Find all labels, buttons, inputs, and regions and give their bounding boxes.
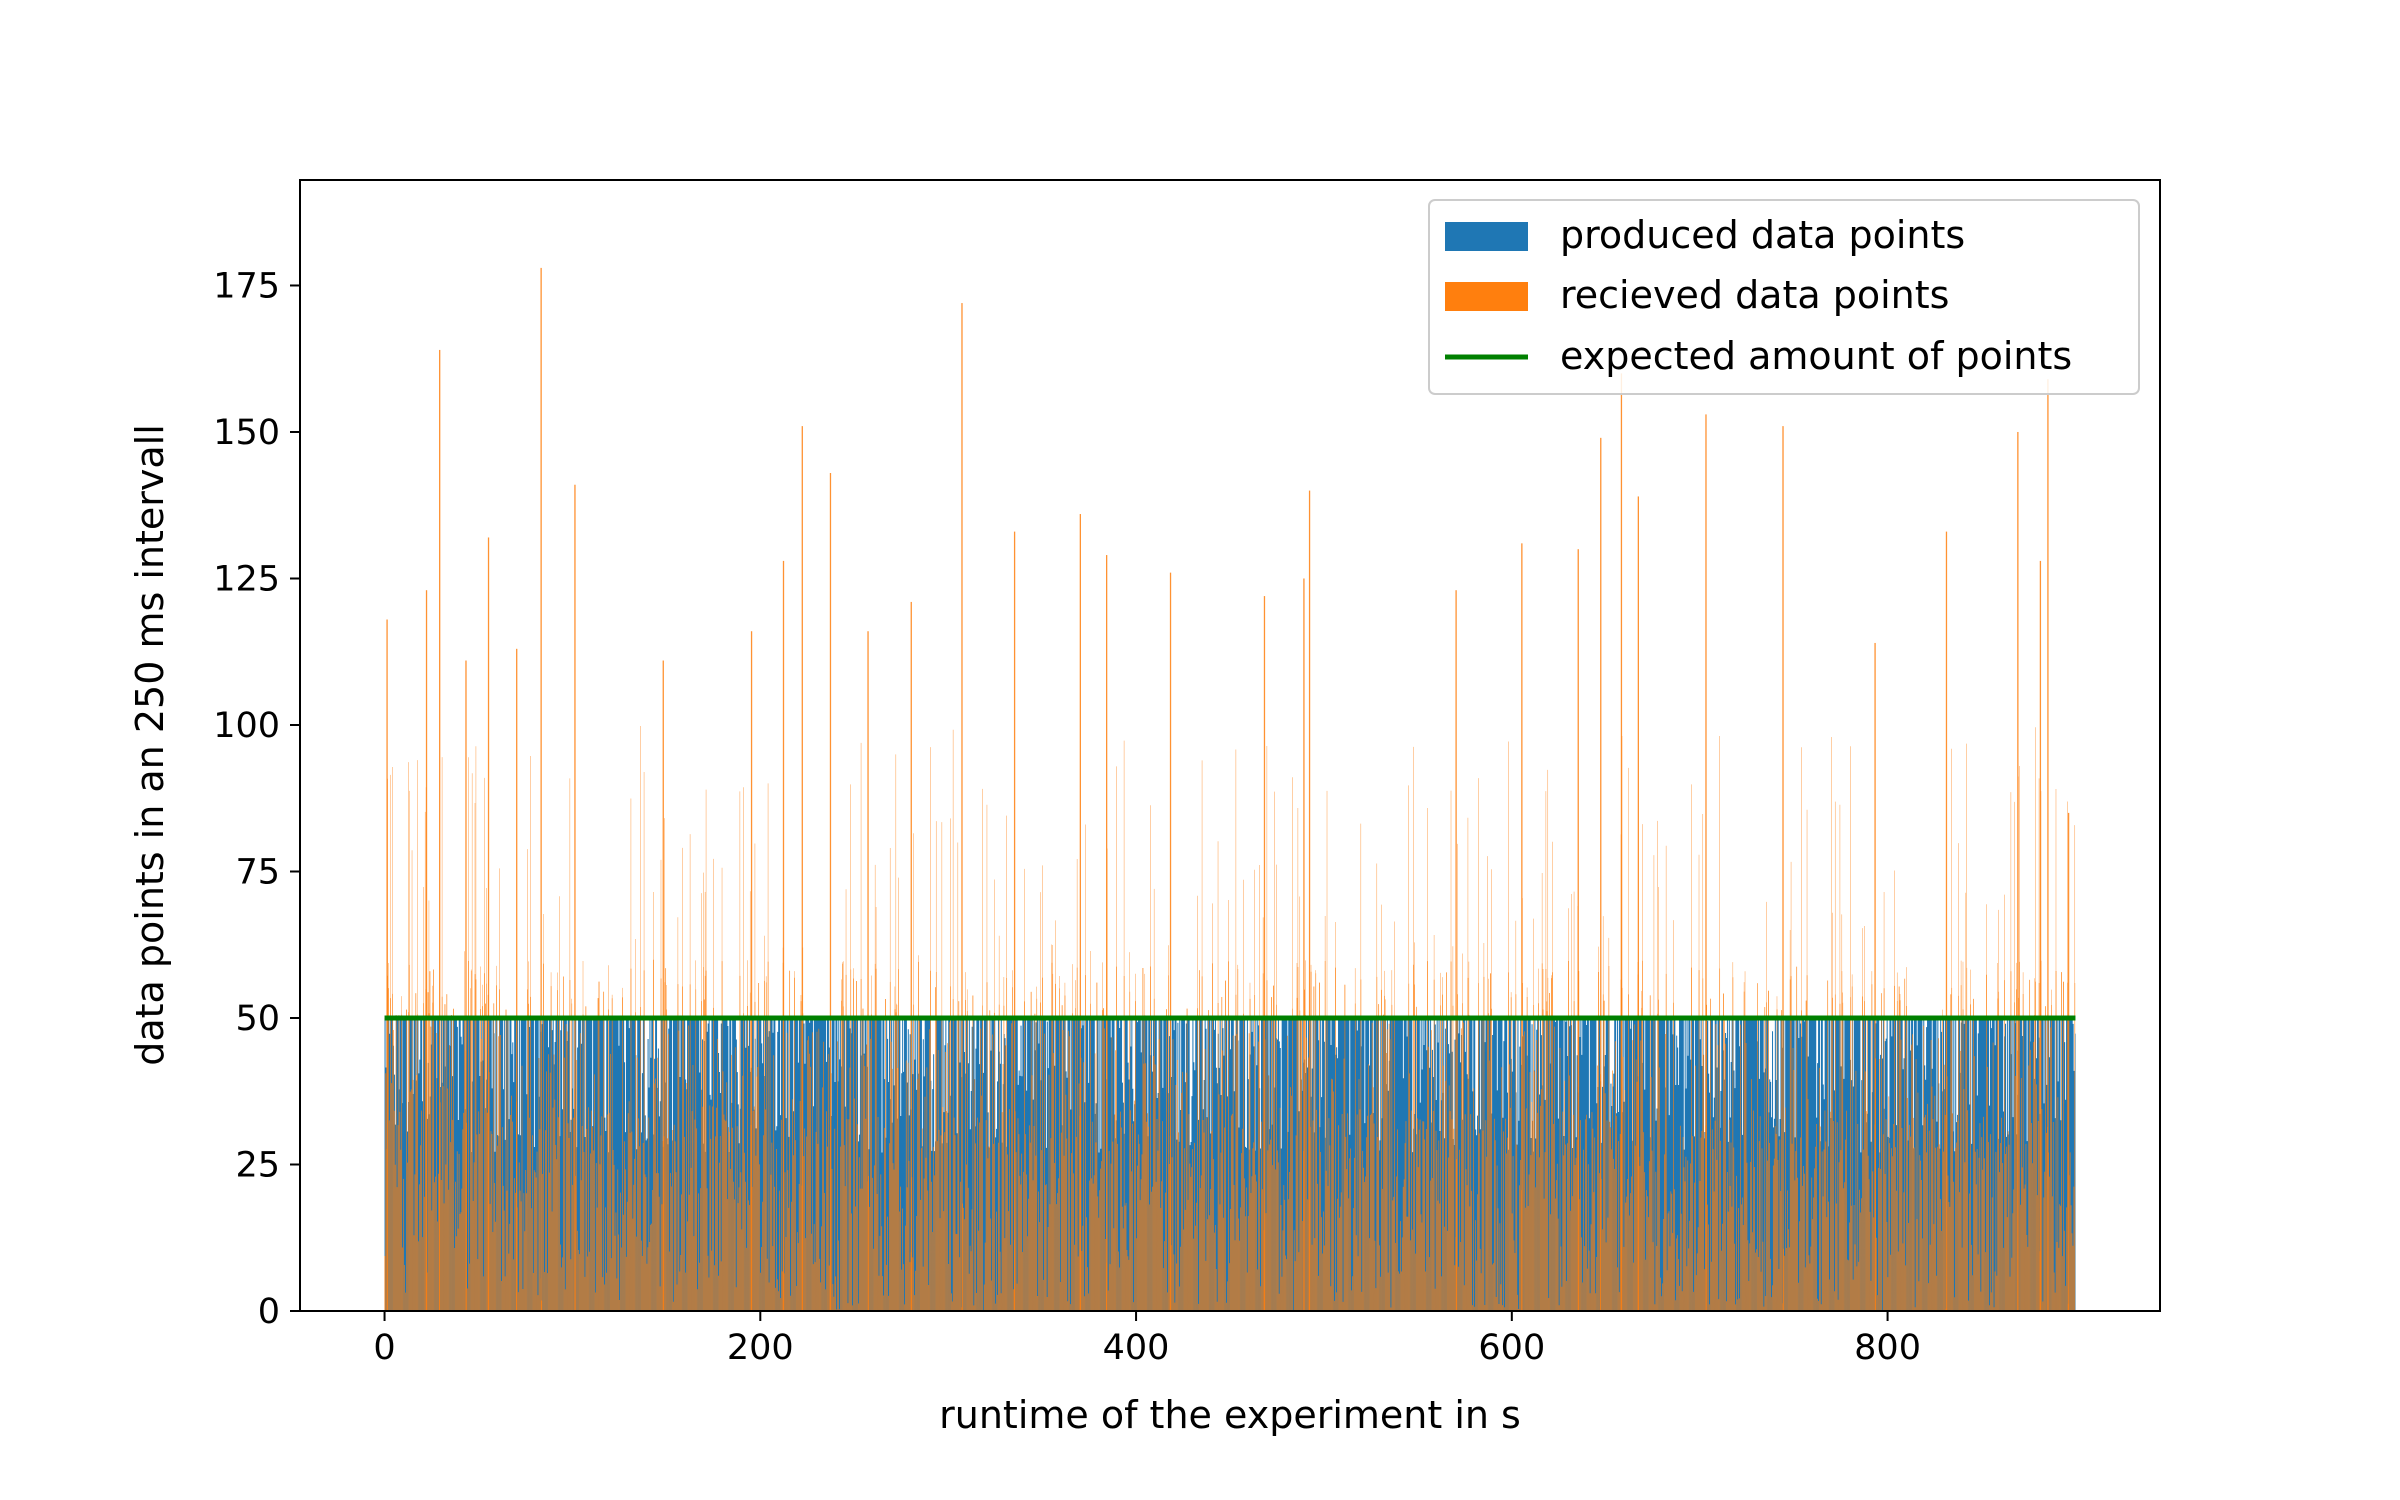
received-spike-1 <box>425 590 428 1311</box>
received-spike-23 <box>1455 590 1457 1311</box>
received-spike-8 <box>662 660 664 1311</box>
received-spike-4 <box>487 537 490 1311</box>
received-spike-20 <box>1263 596 1266 1311</box>
x-axis-label: runtime of the experiment in s <box>939 1393 1521 1437</box>
received-spike-31 <box>1874 642 1876 1311</box>
received-spike-3 <box>465 660 467 1311</box>
received-spike-7 <box>574 484 576 1312</box>
received-spike-19 <box>1169 572 1172 1311</box>
received-spike-35 <box>2047 379 2049 1311</box>
received-spike-5 <box>516 648 518 1311</box>
y-tick-label: 50 <box>235 999 280 1039</box>
received-spike-0 <box>386 619 388 1311</box>
x-tick-label: 0 <box>373 1328 395 1368</box>
x-tick-label: 200 <box>727 1328 794 1368</box>
y-tick-label: 100 <box>213 706 280 746</box>
received-spike-25 <box>1577 549 1579 1311</box>
received-spike-27 <box>1620 373 1623 1311</box>
legend-swatch-produced <box>1445 222 1528 251</box>
received-spike-28 <box>1637 496 1639 1311</box>
y-tick-label: 150 <box>213 413 280 453</box>
received-spike-24 <box>1521 543 1523 1311</box>
received-spike-17 <box>1079 514 1081 1311</box>
received-spike-34 <box>2039 560 2042 1311</box>
y-axis-label: data points in an 250 ms intervall <box>128 424 172 1066</box>
received-spike-11 <box>801 426 803 1311</box>
x-tick-label: 600 <box>1478 1328 1545 1368</box>
received-spike-6 <box>540 267 542 1311</box>
received-spike-15 <box>961 303 963 1311</box>
y-axis-ticks: 0 25 50 75 100 125 150 175 <box>213 266 300 1332</box>
received-spike-9 <box>750 631 753 1311</box>
received-spike-30 <box>1782 426 1784 1311</box>
received-spike-26 <box>1600 437 1602 1312</box>
received-spike-29 <box>1705 414 1707 1311</box>
y-tick-label: 125 <box>213 559 280 599</box>
legend: produced data points recieved data point… <box>1428 199 2140 395</box>
received-spike-36 <box>2067 812 2070 1311</box>
received-spike-14 <box>910 601 912 1311</box>
legend-label-expected: expected amount of points <box>1560 334 2072 378</box>
received-spike-2 <box>439 349 441 1311</box>
received-spike-33 <box>2017 431 2019 1312</box>
legend-swatch-received <box>1445 282 1528 311</box>
axes-frame <box>299 179 2161 1312</box>
y-tick-label: 75 <box>235 852 280 892</box>
legend-label-produced: produced data points <box>1560 213 1965 257</box>
received-spike-21 <box>1303 578 1305 1311</box>
received-spike-10 <box>782 560 785 1311</box>
received-spike-22 <box>1308 490 1311 1312</box>
received-spike-12 <box>829 473 832 1311</box>
y-tick-label: 175 <box>213 266 280 306</box>
plot-area <box>384 267 2076 1312</box>
x-axis-ticks: 0 200 400 600 800 <box>373 1311 1921 1368</box>
legend-box <box>1428 199 2140 395</box>
y-tick-label: 0 <box>258 1292 280 1332</box>
y-tick-label: 25 <box>235 1145 280 1185</box>
x-tick-label: 400 <box>1103 1328 1170 1368</box>
received-spike-32 <box>1945 531 1948 1311</box>
received-spike-18 <box>1106 555 1108 1311</box>
legend-label-received: recieved data points <box>1560 273 1949 317</box>
received-spike-13 <box>867 631 869 1311</box>
received-spike-16 <box>1013 531 1016 1311</box>
received-bars <box>384 267 2076 1312</box>
x-tick-label: 800 <box>1854 1328 1921 1368</box>
